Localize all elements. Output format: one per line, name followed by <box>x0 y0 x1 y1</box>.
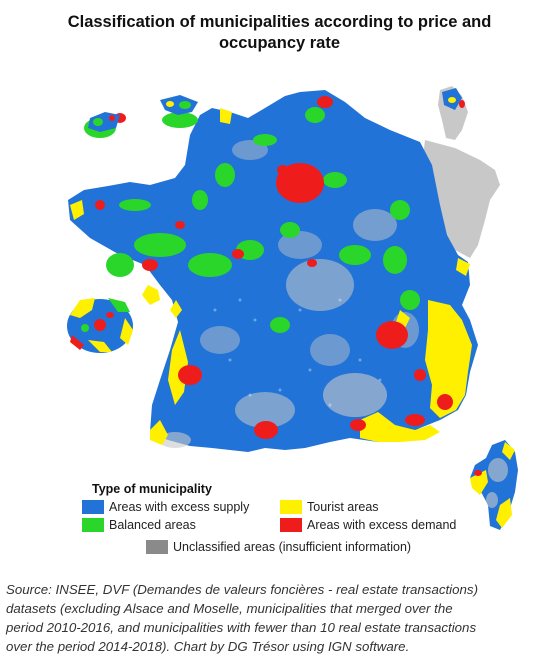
legend-item-excess-demand: Areas with excess demand <box>280 518 456 532</box>
legend-item-excess-supply: Areas with excess supply <box>82 500 249 514</box>
legend-swatch <box>82 500 104 514</box>
tourist-areas <box>70 108 472 445</box>
title-line-1: Classification of municipalities accordi… <box>67 13 492 31</box>
corsica-overlay <box>470 442 515 528</box>
legend-label: Tourist areas <box>307 500 379 514</box>
source-line-1: Source: INSEE, DVF (Demandes de valeurs … <box>6 582 479 597</box>
alsace-moselle-region <box>422 140 500 258</box>
legend-swatch <box>82 518 104 532</box>
excess-demand-areas <box>95 96 453 439</box>
legend-label: Areas with excess demand <box>307 518 457 532</box>
source-line-2: datasets (excluding Alsace and Moselle, … <box>6 601 453 616</box>
reunion-inset <box>67 298 133 353</box>
source-line-4: over the period 2014-2018). Chart by DG … <box>6 639 410 654</box>
source-line-3: period 2010-2016, and municipalities wit… <box>6 620 477 635</box>
mayotte-inset <box>438 86 468 140</box>
martinique-inset <box>160 95 198 115</box>
unclassified-speckles <box>159 140 419 448</box>
source-note: Source: INSEE, DVF (Demandes de valeurs … <box>6 580 546 656</box>
title-line-2: occupancy rate <box>218 34 341 52</box>
map-title: Classification of municipalities accordi… <box>0 12 559 54</box>
legend-label: Balanced areas <box>109 518 196 532</box>
legend-title: Type of municipality <box>92 482 212 496</box>
legend-swatch <box>146 540 168 554</box>
legend-item-balanced: Balanced areas <box>82 518 196 532</box>
legend-item-unclassified: Unclassified areas (insufficient informa… <box>146 540 411 554</box>
guadeloupe-inset <box>88 112 120 132</box>
texture-dots <box>213 298 382 407</box>
legend-swatch <box>280 500 302 514</box>
legend-swatch <box>280 518 302 532</box>
legend-label: Areas with excess supply <box>109 500 250 514</box>
legend-label: Unclassified areas (insufficient informa… <box>173 540 412 554</box>
balanced-areas <box>84 107 420 333</box>
legend-item-tourist: Tourist areas <box>280 500 379 514</box>
